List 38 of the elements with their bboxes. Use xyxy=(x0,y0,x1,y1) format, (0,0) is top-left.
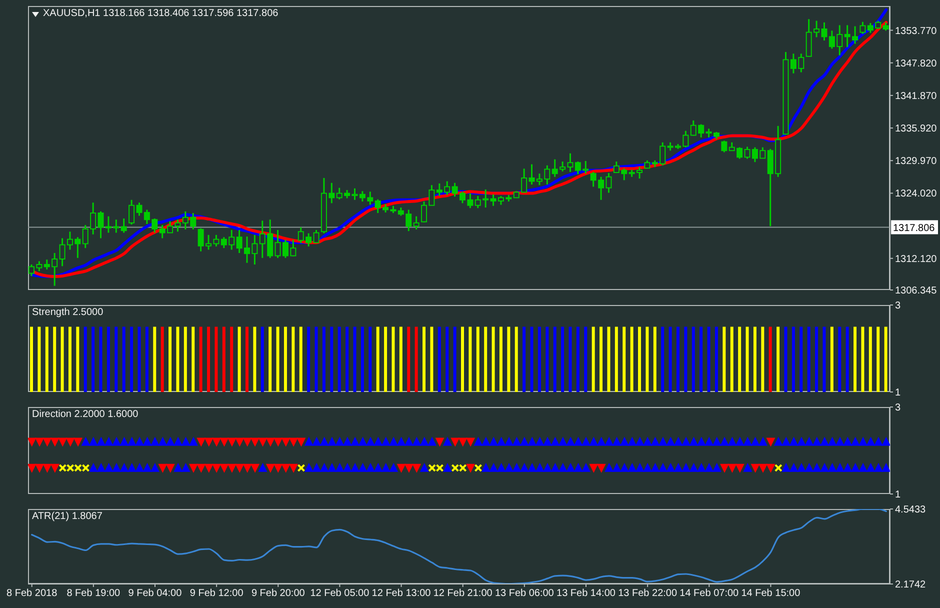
y-tick-label: 2.1742 xyxy=(895,580,926,591)
candlestick xyxy=(120,218,127,234)
x-tick-label: 12 Feb 21:00 xyxy=(433,588,493,600)
x-tick-label: 12 Feb 13:00 xyxy=(372,588,432,600)
x-tick-label: 9 Feb 04:00 xyxy=(128,588,182,600)
candlestick xyxy=(128,199,135,226)
y-tick-label: 4.5433 xyxy=(895,504,926,516)
x-tick-label: 13 Feb 22:00 xyxy=(618,588,678,600)
y-tick-label: 3 xyxy=(895,300,901,312)
y-tick-label: 1335.920 xyxy=(895,124,938,135)
x-tick-label: 9 Feb 12:00 xyxy=(190,588,244,600)
x-tick-label: 13 Feb 14:00 xyxy=(556,588,616,600)
chart-title: Strength 2.5000 xyxy=(32,307,104,319)
candlestick xyxy=(860,21,866,35)
x-tick-label: 14 Feb 07:00 xyxy=(680,588,740,600)
x-tick-label: 8 Feb 19:00 xyxy=(66,588,121,600)
candlestick xyxy=(721,140,728,153)
y-tick-label: 1347.820 xyxy=(895,58,938,70)
chart-title: XAUUSD,H1 1318.166 1318.406 1317.596 1317.806 xyxy=(43,8,278,20)
x-tick-label: 8 Feb 2018 xyxy=(6,588,58,600)
y-tick-label: 1312.120 xyxy=(895,254,938,265)
y-tick-label: 1329.970 xyxy=(895,156,938,168)
x-tick-label: 12 Feb 05:00 xyxy=(310,588,370,600)
x-tick-label: 14 Feb 15:00 xyxy=(741,588,801,600)
chart-title: Direction 2.2000 1.6000 xyxy=(32,409,138,421)
ref-line-label: 1317.806 xyxy=(893,223,936,234)
candlestick xyxy=(413,216,420,230)
chart-title: ATR(21) 1.8067 xyxy=(32,511,102,523)
y-tick-label: 3 xyxy=(895,402,901,414)
candlestick xyxy=(313,229,320,244)
x-tick-label: 13 Feb 06:00 xyxy=(494,588,554,600)
y-tick-label: 1306.345 xyxy=(895,286,938,297)
y-tick-label: 1353.770 xyxy=(895,26,938,37)
y-tick-label: 1324.020 xyxy=(895,188,938,200)
x-tick-label: 9 Feb 20:00 xyxy=(251,588,306,600)
y-tick-label: 1341.870 xyxy=(895,90,938,102)
y-tick-label: 1 xyxy=(895,490,901,501)
y-tick-label: 1 xyxy=(895,388,901,399)
